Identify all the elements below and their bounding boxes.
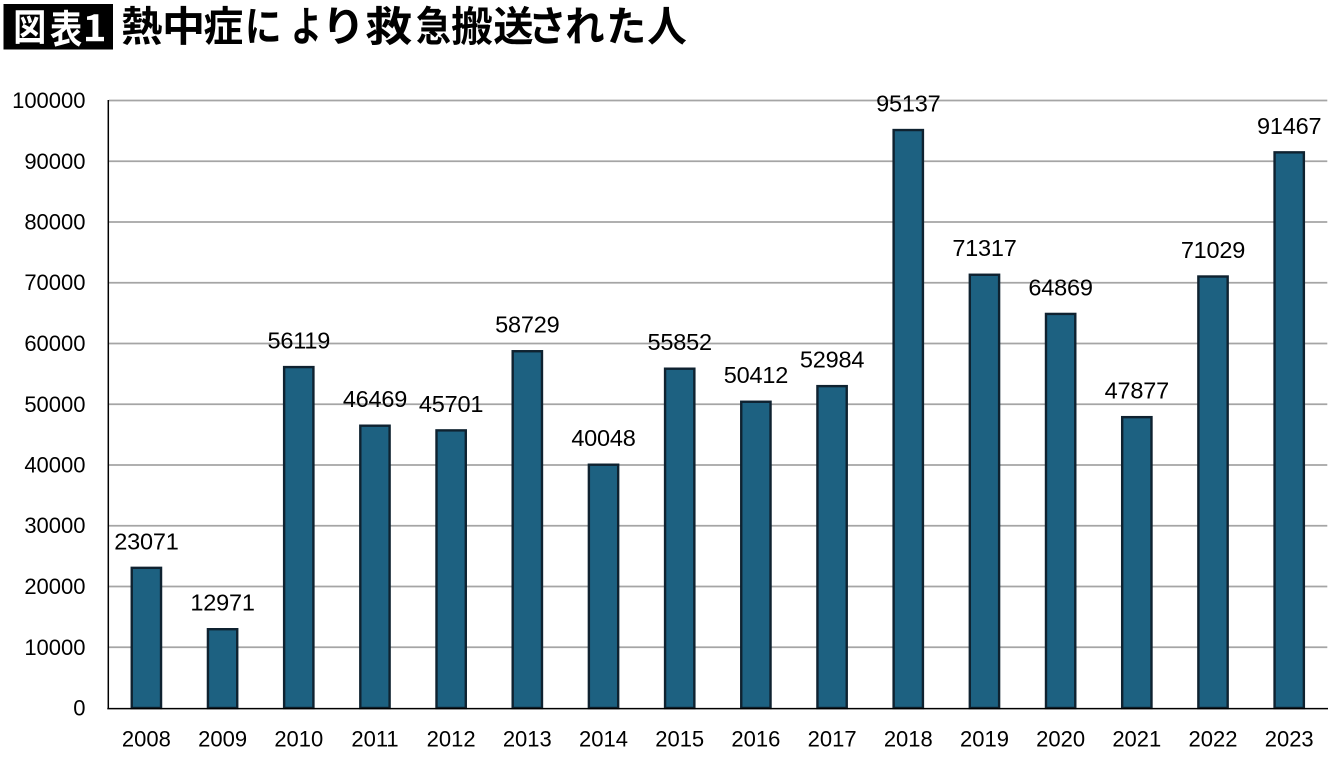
svg-text:40048: 40048 <box>571 425 635 451</box>
svg-text:52984: 52984 <box>800 347 864 373</box>
svg-text:2012: 2012 <box>427 727 476 752</box>
svg-text:2018: 2018 <box>884 727 933 752</box>
svg-text:12971: 12971 <box>190 590 254 616</box>
svg-text:10000: 10000 <box>24 635 85 660</box>
svg-text:2014: 2014 <box>579 727 628 752</box>
svg-text:0: 0 <box>73 696 85 721</box>
svg-text:71029: 71029 <box>1181 237 1245 263</box>
svg-text:2009: 2009 <box>198 727 247 752</box>
svg-text:50412: 50412 <box>724 362 788 388</box>
svg-text:2021: 2021 <box>1112 727 1161 752</box>
svg-text:2011: 2011 <box>351 727 398 752</box>
svg-text:2016: 2016 <box>731 727 780 752</box>
svg-text:2023: 2023 <box>1265 727 1314 752</box>
svg-text:55852: 55852 <box>648 329 712 355</box>
svg-text:2015: 2015 <box>655 727 704 752</box>
svg-text:2008: 2008 <box>122 727 171 752</box>
svg-text:2020: 2020 <box>1036 727 1085 752</box>
svg-text:30000: 30000 <box>24 513 85 538</box>
svg-text:70000: 70000 <box>24 270 85 295</box>
svg-text:60000: 60000 <box>24 331 85 356</box>
svg-text:20000: 20000 <box>24 574 85 599</box>
svg-text:40000: 40000 <box>24 453 85 478</box>
svg-text:2010: 2010 <box>274 727 323 752</box>
svg-text:58729: 58729 <box>495 312 559 338</box>
svg-text:2022: 2022 <box>1189 727 1238 752</box>
svg-text:2017: 2017 <box>808 727 857 752</box>
svg-text:50000: 50000 <box>24 392 85 417</box>
svg-text:47877: 47877 <box>1105 378 1169 404</box>
svg-text:90000: 90000 <box>24 149 85 174</box>
svg-text:71317: 71317 <box>952 235 1016 261</box>
svg-text:95137: 95137 <box>876 91 940 117</box>
svg-text:64869: 64869 <box>1028 274 1092 300</box>
svg-text:45701: 45701 <box>419 391 483 417</box>
svg-text:91467: 91467 <box>1257 113 1321 139</box>
svg-text:100000: 100000 <box>12 88 85 113</box>
svg-text:46469: 46469 <box>343 386 407 412</box>
svg-text:80000: 80000 <box>24 210 85 235</box>
svg-text:56119: 56119 <box>267 328 330 354</box>
svg-text:23071: 23071 <box>114 528 178 554</box>
svg-text:2019: 2019 <box>960 727 1009 752</box>
svg-text:2013: 2013 <box>503 727 552 752</box>
